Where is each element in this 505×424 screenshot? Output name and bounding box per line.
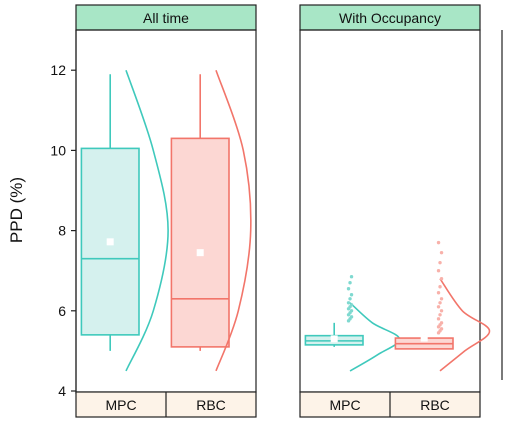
outlier-point: [436, 291, 441, 295]
outlier-point: [439, 309, 444, 313]
panels: All time MPC RBC With Occupancy MPC RBC: [75, 4, 491, 418]
outlier-point: [439, 297, 444, 301]
y-tick-label: 8: [58, 223, 66, 239]
outlier-point: [439, 250, 444, 255]
box-group: MPC: [80, 69, 169, 413]
outlier-point: [349, 303, 354, 307]
mean-marker: [196, 249, 204, 257]
outlier-point: [439, 277, 444, 281]
mean-marker: [106, 238, 114, 246]
box-group: MPC: [304, 275, 401, 413]
outlier-point: [348, 297, 352, 301]
density-curve: [215, 69, 252, 372]
outlier-point: [346, 301, 351, 305]
outlier-point: [438, 301, 442, 305]
mean-marker: [330, 335, 338, 343]
category-label: RBC: [420, 397, 450, 413]
outlier-point: [438, 260, 442, 265]
y-tick-label: 10: [50, 142, 66, 158]
density-curve: [125, 69, 169, 372]
outlier-point: [439, 321, 444, 325]
outlier-point: [348, 281, 352, 285]
y-axis-label: PPD (%): [7, 177, 26, 243]
y-tick-label: 12: [50, 62, 66, 78]
outlier-point: [436, 305, 441, 309]
panel: All time MPC RBC: [75, 4, 257, 418]
panel: With Occupancy MPC RBC: [299, 4, 491, 418]
outlier-point: [436, 269, 441, 273]
outlier-point: [436, 317, 441, 321]
panel-strip: [299, 4, 481, 31]
outlier-point: [436, 240, 441, 245]
box-group: RBC: [394, 240, 491, 413]
outlier-point: [349, 315, 354, 319]
outlier-point: [349, 293, 354, 297]
panel-title: With Occupancy: [339, 10, 441, 26]
category-label: MPC: [105, 397, 136, 413]
category-label: RBC: [196, 397, 226, 413]
outlier-point: [438, 313, 442, 317]
panel-title: All time: [143, 10, 189, 26]
density-curve: [439, 278, 491, 372]
outlier-point: [438, 285, 442, 289]
category-label: MPC: [329, 397, 360, 413]
outlier-point: [346, 287, 351, 291]
box-group: RBC: [170, 69, 252, 413]
panel-strip: [75, 4, 257, 31]
y-tick-label: 4: [58, 383, 66, 399]
outlier-point: [349, 275, 354, 279]
mean-marker: [420, 334, 428, 342]
y-tick-label: 6: [58, 303, 66, 319]
outlier-point: [439, 327, 444, 331]
box: [170, 137, 230, 348]
outlier-point: [349, 309, 354, 313]
